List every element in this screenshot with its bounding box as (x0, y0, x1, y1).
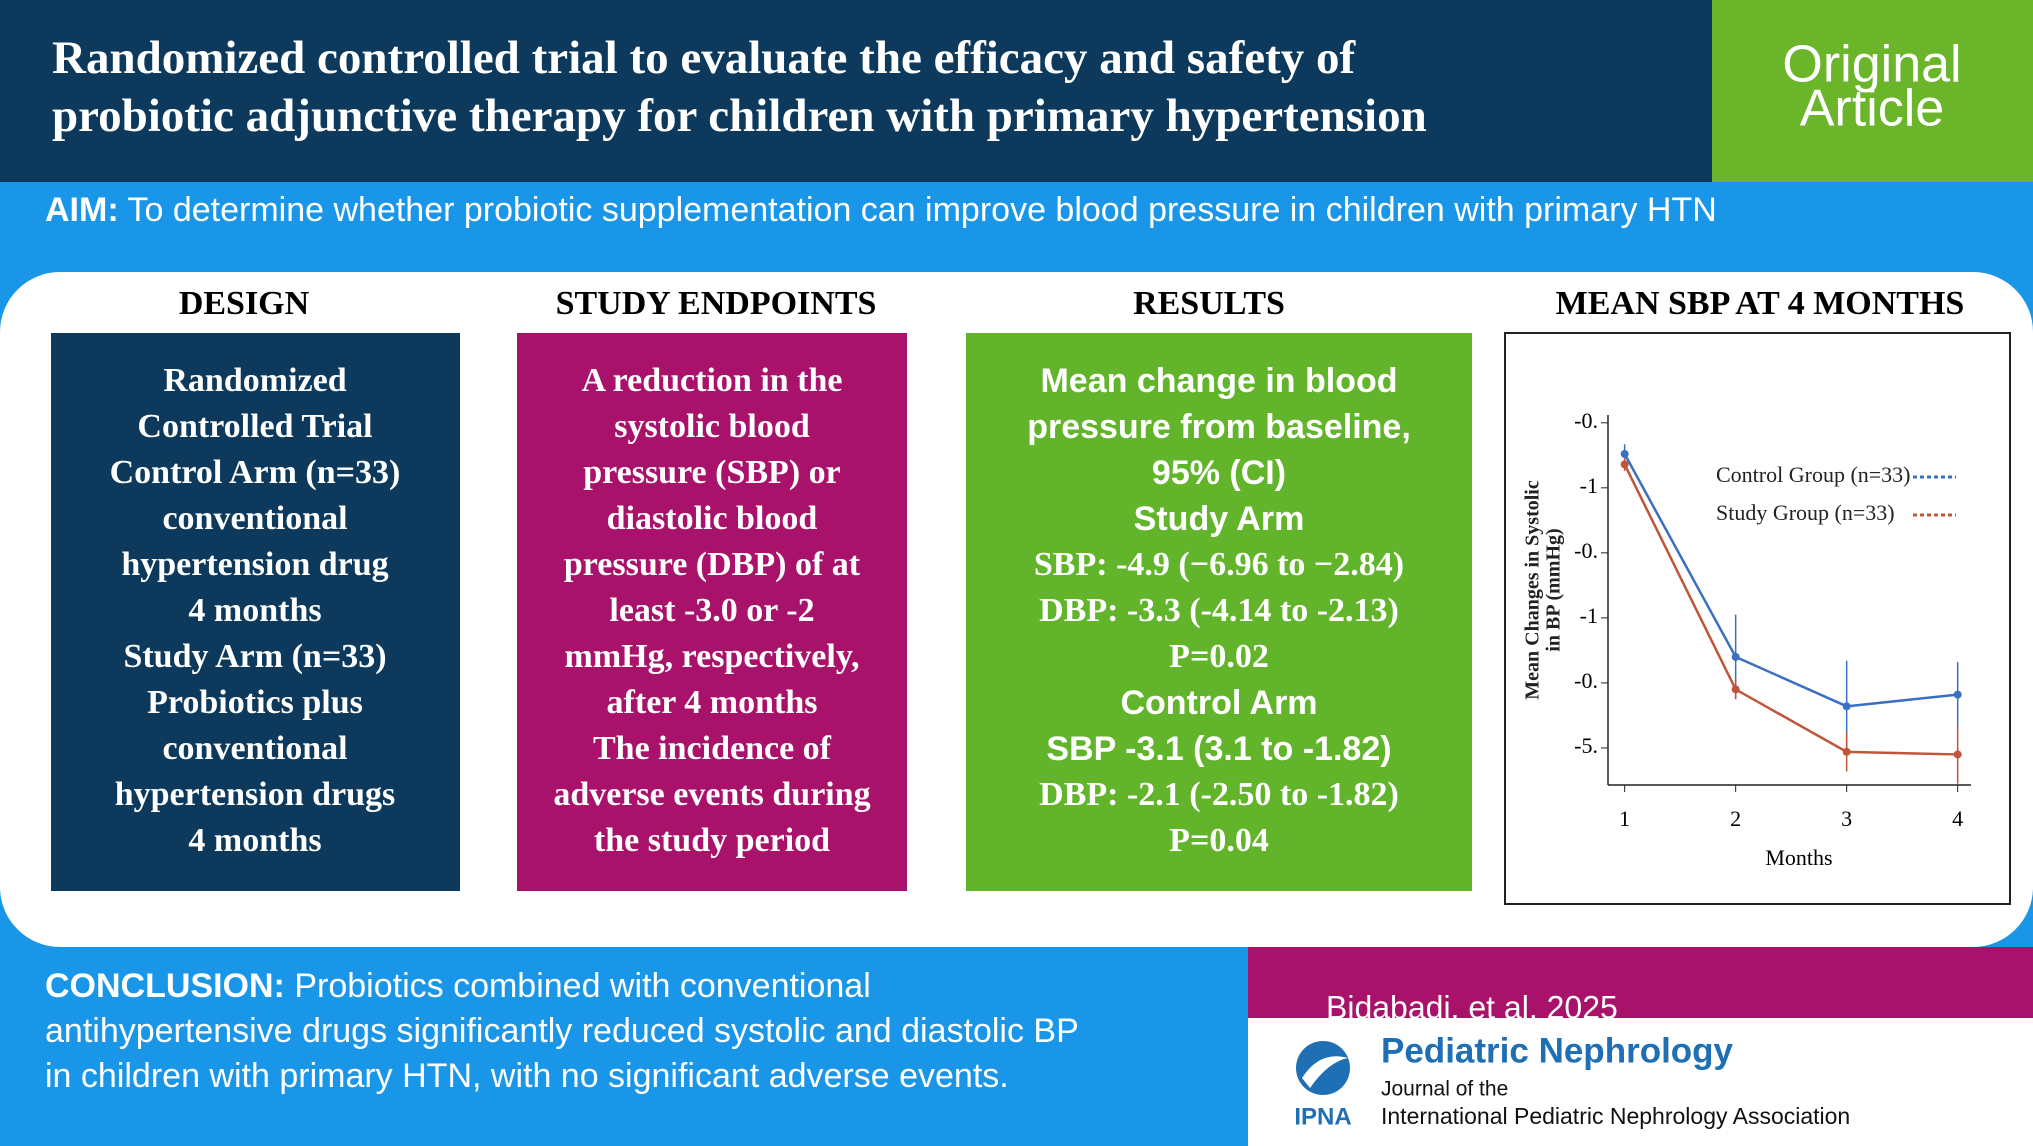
box-line: Control Arm (n=33) (110, 454, 401, 491)
box-line: SBP: -4.9 (−6.96 to −2.84) (1034, 546, 1404, 583)
conclusion-text: Probiotics combined with conventional (285, 967, 871, 1005)
point (1953, 690, 1962, 699)
results-box (966, 333, 1472, 891)
citation-bar (1248, 947, 2033, 1018)
box-line: 4 months (188, 822, 321, 859)
box-line: SBP -3.1 (3.1 to -1.82) (1046, 730, 1391, 768)
y-tick-label: -0. (1574, 538, 1598, 563)
point (1620, 450, 1629, 459)
conclusion-line: in children with primary HTN, with no si… (45, 1057, 1009, 1095)
y-tick-label: -5. (1574, 733, 1598, 758)
box-line: pressure (DBP) of at (564, 546, 861, 583)
conclusion-text: antihypertensive drugs significantly red… (45, 1012, 1079, 1050)
journal-sub: Journal of the (1381, 1078, 1508, 1101)
box-line: pressure from baseline, (1027, 408, 1411, 446)
point (1731, 685, 1740, 694)
design-box (51, 333, 460, 891)
chart-box (1504, 332, 2011, 905)
y-axis-label: in BP (mmHg) (1543, 528, 1565, 651)
conclusion-line: CONCLUSION: Probiotics combined with con… (45, 967, 871, 1005)
column-heading: RESULTS (1133, 285, 1285, 322)
x-tick-label: 2 (1730, 806, 1741, 831)
x-tick-label: 1 (1619, 806, 1630, 831)
box-line: DBP: -3.3 (-4.14 to -2.13) (1039, 592, 1399, 629)
point (1842, 747, 1851, 756)
y-tick-label: -1 (1580, 603, 1598, 628)
box-line: hypertension drugs (115, 776, 396, 813)
badge-text: Article (1800, 80, 1944, 138)
conclusion-label: CONCLUSION: (45, 967, 285, 1005)
box-line: Controlled Trial (137, 408, 372, 445)
box-line: mmHg, respectively, (565, 638, 860, 675)
box-line: conventional (162, 500, 347, 537)
header-bar (0, 0, 1712, 182)
journal-panel (1248, 1018, 2033, 1146)
column-heading: DESIGN (179, 285, 310, 322)
series-line (1623, 453, 1958, 708)
x-axis-label: Months (1765, 845, 1832, 870)
y-tick-label: -0. (1574, 408, 1598, 433)
box-line: Study Arm (1134, 500, 1305, 538)
y-axis-label: Mean Changes in Systolic (1522, 480, 1544, 700)
logo-swoosh (1302, 1056, 1348, 1088)
title: Randomized controlled trial to evaluate … (52, 32, 1356, 84)
series-line (1623, 463, 1958, 756)
box-line: DBP: -2.1 (-2.50 to -1.82) (1039, 776, 1399, 813)
title: probiotic adjunctive therapy for childre… (52, 90, 1427, 142)
box-line: systolic blood (614, 408, 810, 445)
legend-label: Study Group (n=33) (1716, 500, 1895, 525)
box-line: P=0.02 (1169, 638, 1269, 675)
logo-text: IPNA (1294, 1103, 1351, 1130)
column-heading: STUDY ENDPOINTS (556, 285, 877, 322)
box-line: the study period (594, 822, 830, 859)
y-tick-label: -1 (1580, 473, 1598, 498)
journal-name: Pediatric Nephrology (1381, 1031, 1734, 1070)
box-line: pressure (SBP) or (583, 454, 841, 491)
box-line: diastolic blood (607, 500, 818, 537)
aim-text: To determine whether probiotic supplemen… (119, 191, 1717, 229)
box-line: Probiotics plus (147, 684, 363, 721)
point (1842, 702, 1851, 711)
aim: AIM: To determine whether probiotic supp… (45, 191, 1717, 229)
box-line: A reduction in the (581, 362, 842, 399)
x-tick-label: 4 (1952, 806, 1963, 831)
y-tick-label: -0. (1574, 668, 1598, 693)
legend-label: Control Group (n=33) (1716, 462, 1911, 487)
x-tick-label: 3 (1841, 806, 1852, 831)
endpoints-box (517, 333, 907, 891)
box-line: 4 months (188, 592, 321, 629)
badge-text: Original (1782, 36, 1961, 94)
box-line: least -3.0 or -2 (609, 592, 814, 629)
box-line: 95% (CI) (1152, 454, 1286, 492)
box-line: after 4 months (607, 684, 818, 721)
box-line: P=0.04 (1169, 822, 1269, 859)
box-line: hypertension drug (121, 546, 388, 583)
chart-title: MEAN SBP AT 4 MONTHS (1556, 285, 1965, 322)
box-line: adverse events during (553, 776, 870, 813)
box-line: Mean change in blood (1040, 362, 1397, 400)
box-line: Randomized (163, 362, 346, 399)
badge (1712, 0, 2033, 182)
box-line: Control Arm (1120, 684, 1317, 722)
box-line: conventional (162, 730, 347, 767)
conclusion-text: in children with primary HTN, with no si… (45, 1057, 1009, 1095)
box-line: Study Arm (n=33) (123, 638, 386, 675)
box-line: The incidence of (593, 730, 832, 767)
aim-label: AIM: (45, 191, 119, 229)
citation: Bidabadi, et al. 2025 (1326, 989, 1618, 1025)
point (1953, 750, 1962, 759)
conclusion-line: antihypertensive drugs significantly red… (45, 1012, 1079, 1050)
point (1731, 652, 1740, 661)
journal-sub: International Pediatric Nephrology Assoc… (1381, 1103, 1850, 1129)
point (1620, 460, 1629, 469)
